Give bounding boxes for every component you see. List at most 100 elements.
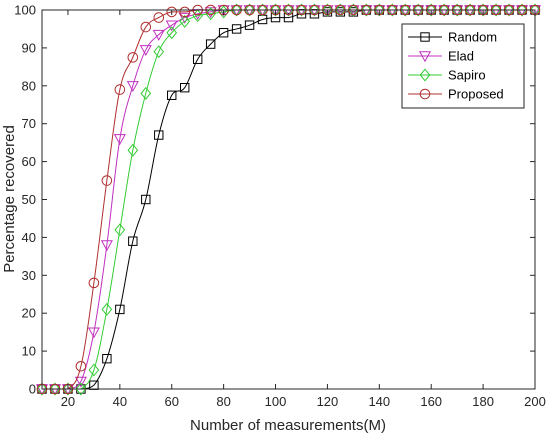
- data-point-elad: [126, 81, 139, 93]
- data-point-sapiro: [490, 3, 502, 17]
- legend-marker-proposed: [419, 88, 431, 100]
- data-point-sapiro: [140, 86, 152, 100]
- legend: Random Elad Sapiro Proposed: [401, 23, 525, 109]
- legend-label-proposed: Proposed: [448, 87, 504, 102]
- y-axis-label: Percentage recovered: [1, 125, 18, 273]
- y-tick-label: 70: [22, 116, 36, 131]
- data-point-sapiro: [309, 3, 320, 17]
- data-point-elad: [74, 376, 87, 388]
- data-point-random: [167, 90, 177, 100]
- data-point-sapiro: [296, 3, 307, 17]
- legend-label-random: Random: [448, 30, 497, 45]
- y-tick-label: 50: [22, 192, 36, 207]
- data-point-random: [154, 130, 164, 140]
- data-point-elad: [87, 327, 100, 339]
- data-point-proposed: [75, 360, 87, 372]
- y-tick-label: 0: [29, 382, 36, 397]
- legend-marker-random: [420, 32, 430, 42]
- data-point-sapiro: [205, 7, 217, 21]
- data-point-proposed: [166, 6, 178, 18]
- x-axis-label: Number of measurements(M): [190, 417, 386, 434]
- x-tick-label: 200: [524, 394, 546, 409]
- data-point-sapiro: [451, 3, 463, 17]
- data-point-sapiro: [49, 382, 61, 396]
- data-point-proposed: [153, 12, 165, 23]
- y-tick-label: 30: [22, 268, 36, 283]
- data-point-random: [180, 82, 190, 93]
- y-tick-label: 100: [14, 3, 36, 18]
- data-point-sapiro: [464, 3, 476, 17]
- data-point-sapiro: [114, 223, 126, 237]
- data-point-sapiro: [257, 3, 268, 17]
- data-point-sapiro: [335, 3, 346, 17]
- y-tick-label: 60: [22, 154, 36, 169]
- data-point-random: [115, 304, 125, 315]
- y-tick-label: 80: [22, 78, 36, 93]
- data-point-sapiro: [516, 3, 528, 17]
- y-tick-label: 90: [22, 40, 36, 55]
- y-tick-label: 10: [22, 344, 36, 359]
- legend-label-sapiro: Sapiro: [448, 68, 486, 83]
- data-point-sapiro: [231, 3, 242, 17]
- data-point-random: [205, 39, 216, 49]
- data-point-sapiro: [244, 3, 255, 17]
- legend-item-elad: Elad: [408, 49, 474, 64]
- x-tick-label: 60: [165, 394, 179, 409]
- data-point-sapiro: [386, 3, 398, 17]
- data-point-sapiro: [75, 382, 87, 396]
- data-point-random: [128, 236, 138, 246]
- data-point-elad: [100, 240, 113, 252]
- legend-item-proposed: Proposed: [408, 87, 504, 102]
- data-point-sapiro: [166, 26, 178, 40]
- legend-item-sapiro: Sapiro: [408, 68, 486, 83]
- data-point-random: [192, 54, 203, 64]
- data-point-sapiro: [412, 3, 424, 17]
- data-point-sapiro: [36, 382, 48, 396]
- data-point-sapiro: [360, 3, 372, 17]
- x-tick-label: 20: [61, 394, 75, 409]
- data-point-random: [218, 28, 229, 38]
- x-tick-label: 140: [368, 394, 390, 409]
- x-tick-label: 180: [472, 394, 494, 409]
- data-point-proposed: [179, 6, 191, 18]
- data-point-proposed: [101, 175, 113, 186]
- data-point-random: [244, 20, 255, 30]
- legend-marker-sapiro: [419, 68, 431, 82]
- x-tick-label: 40: [113, 394, 127, 409]
- data-point-random: [102, 353, 112, 364]
- data-point-sapiro: [425, 3, 437, 17]
- data-point-sapiro: [179, 14, 191, 28]
- data-point-proposed: [88, 277, 100, 289]
- data-point-sapiro: [283, 3, 294, 17]
- data-point-sapiro: [153, 45, 165, 59]
- data-point-sapiro: [438, 3, 450, 17]
- legend-item-random: Random: [408, 30, 497, 45]
- data-point-sapiro: [373, 3, 385, 17]
- y-tick-label: 40: [22, 230, 36, 245]
- data-point-elad: [139, 45, 152, 57]
- data-point-proposed: [140, 21, 152, 33]
- data-point-sapiro: [101, 302, 113, 316]
- x-tick-label: 100: [265, 394, 287, 409]
- data-point-sapiro: [270, 3, 281, 17]
- data-point-sapiro: [399, 3, 411, 17]
- data-point-sapiro: [88, 363, 100, 377]
- data-point-sapiro: [322, 3, 333, 17]
- legend-marker-elad: [418, 51, 432, 63]
- data-point-proposed: [114, 84, 126, 95]
- data-point-elad: [165, 20, 178, 32]
- x-tick-label: 120: [317, 394, 339, 409]
- data-point-elad: [113, 134, 126, 146]
- data-point-proposed: [127, 52, 139, 63]
- data-point-sapiro: [503, 3, 515, 17]
- data-point-random: [141, 194, 151, 205]
- axes-layer: 20 40 60 80 100 120 140 160 180 200 0 10 20 30 40 50 60 7…: [14, 3, 546, 410]
- data-point-sapiro: [348, 3, 359, 17]
- data-point-sapiro: [127, 143, 139, 157]
- legend-label-elad: Elad: [448, 49, 474, 64]
- x-tick-label: 160: [420, 394, 442, 409]
- data-point-random: [283, 12, 294, 23]
- data-point-random: [231, 24, 242, 34]
- data-point-elad: [152, 29, 165, 41]
